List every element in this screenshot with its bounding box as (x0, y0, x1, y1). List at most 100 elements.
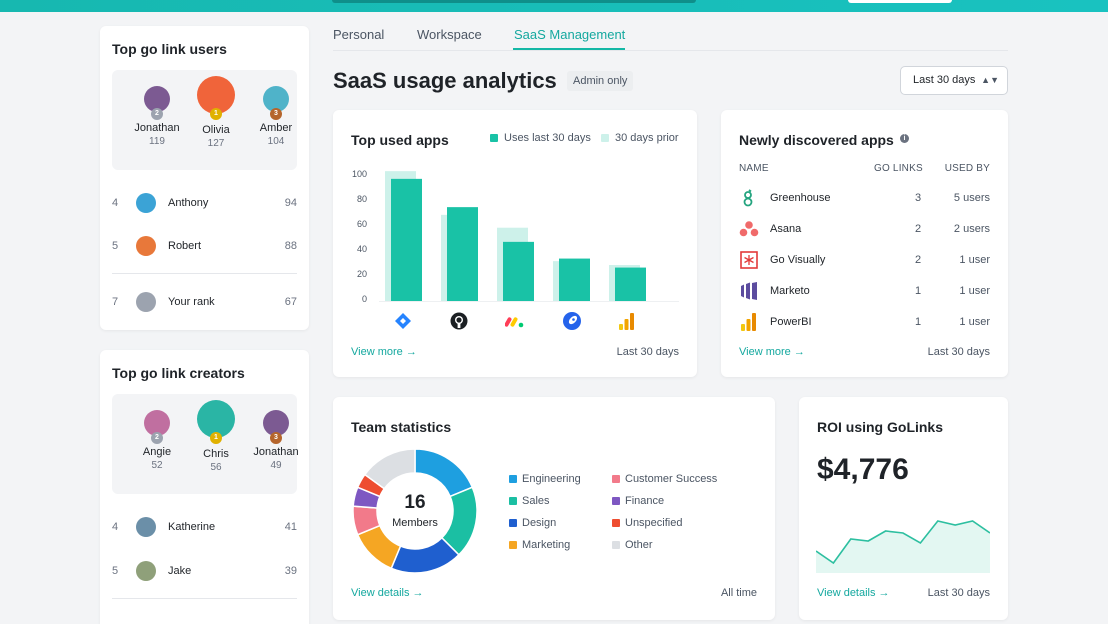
bar-current-github[interactable] (447, 207, 478, 301)
rank-number: 7 (112, 296, 119, 308)
list-item[interactable]: 4 Katherine 41 (112, 515, 297, 539)
podium-first[interactable]: 1 Olivia 127 (186, 76, 246, 149)
legend-swatch (612, 497, 620, 505)
powerbi-icon (619, 313, 634, 330)
list-item[interactable]: 5 Robert 88 (112, 234, 297, 258)
user-name: Your rank (168, 296, 215, 308)
period-label: Last 30 days (927, 587, 990, 599)
avatar (144, 410, 170, 436)
govisually-icon (740, 251, 758, 269)
card-title: Top used apps (351, 132, 449, 148)
podium-third[interactable]: 3 Jonathan 49 (246, 408, 306, 471)
rank-number: 4 (112, 197, 119, 209)
podium-name: Jonathan (134, 122, 180, 134)
view-more-link[interactable]: View more → (351, 346, 417, 358)
table-row[interactable]: Go Visually 2 1 user (721, 250, 1008, 272)
top-bar-search[interactable] (332, 0, 696, 3)
app-name: Greenhouse (770, 192, 831, 204)
team-donut-chart[interactable] (350, 446, 480, 576)
avatar (197, 400, 235, 438)
tab-personal[interactable]: Personal (333, 27, 385, 42)
period-select-value: Last 30 days (913, 74, 976, 86)
period-label: Last 30 days (927, 346, 990, 358)
table-row[interactable]: Greenhouse 3 5 users (721, 188, 1008, 210)
silver-medal-icon: 2 (151, 432, 163, 444)
bar-current-rocket[interactable] (559, 258, 590, 301)
go-links-count: 3 (915, 192, 922, 204)
period-label: Last 30 days (616, 346, 679, 358)
donut-segment-other[interactable] (363, 448, 416, 490)
go-links-count: 2 (915, 223, 922, 235)
bar-current-monday[interactable] (503, 241, 534, 301)
podium-second[interactable]: 2 Angie 52 (127, 408, 187, 471)
legend-label-prior: 30 days prior (615, 132, 679, 144)
legend-swatch (612, 541, 620, 549)
table-row[interactable]: Marketo 1 1 user (721, 281, 1008, 303)
period-select[interactable]: Last 30 days ▲▼ (900, 66, 1008, 95)
podium-second[interactable]: 2 Jonathan 119 (127, 84, 187, 147)
donut-center: 16 Members (375, 492, 455, 529)
legend-label: Sales (522, 495, 550, 507)
your-rank-row[interactable]: 7 Your rank 67 (112, 290, 297, 314)
members-label: Members (392, 517, 438, 529)
tabs-baseline (333, 50, 1008, 51)
podium-first[interactable]: 1 Chris 56 (186, 400, 246, 473)
users-podium: 2 Jonathan 119 1 Olivia 127 3 Amber 104 (112, 70, 297, 170)
donut-segment-engineering[interactable] (414, 448, 474, 498)
podium-count: 119 (149, 136, 165, 147)
table-row[interactable]: Asana 2 2 users (721, 219, 1008, 241)
legend-swatch (612, 475, 620, 483)
podium-count: 56 (210, 462, 222, 473)
user-count: 67 (284, 296, 297, 308)
top-bar-button[interactable] (848, 0, 952, 3)
tab-workspace[interactable]: Workspace (417, 27, 482, 42)
bar-current-jira[interactable] (391, 178, 422, 301)
period-label: All time (720, 587, 757, 599)
used-by: 1 user (959, 316, 990, 328)
bar-current-powerbi[interactable] (615, 267, 646, 301)
card-title: Newly discovered apps (739, 132, 894, 148)
legend-swatch-current (490, 134, 498, 142)
user-name: Robert (168, 240, 202, 252)
legend-label: Other (625, 539, 653, 551)
greenhouse-icon (743, 189, 753, 207)
view-more-link[interactable]: View more → (739, 346, 805, 358)
legend-label: Design (522, 517, 557, 529)
list-item[interactable]: 4 Anthony 94 (112, 191, 297, 215)
avatar (136, 292, 156, 312)
podium-name: Chris (203, 448, 229, 460)
podium-count: 127 (207, 138, 225, 149)
roi-value: $4,776 (817, 453, 909, 486)
used-by: 1 user (959, 285, 990, 297)
rocket-icon (563, 312, 581, 330)
table-row[interactable]: PowerBI 1 1 user (721, 312, 1008, 334)
gold-medal-icon: 1 (210, 108, 222, 120)
app-name: Go Visually (770, 254, 826, 266)
asana-icon (739, 221, 759, 237)
info-icon[interactable]: i (900, 134, 909, 143)
card-title: Team statistics (351, 419, 452, 435)
podium-third[interactable]: 3 Amber 104 (246, 84, 306, 147)
silver-medal-icon: 2 (151, 108, 163, 120)
rank-number: 4 (112, 521, 119, 533)
bronze-medal-icon: 3 (270, 432, 282, 444)
tab-saas-management[interactable]: SaaS Management (514, 27, 626, 42)
view-details-link[interactable]: View details → (351, 587, 424, 599)
view-details-link[interactable]: View details → (817, 587, 890, 599)
app-name: PowerBI (770, 316, 812, 328)
roi-card: ROI using GoLinks $4,776 View details → … (799, 397, 1008, 620)
user-count: 94 (284, 197, 297, 209)
list-item[interactable]: 5 Jake 39 (112, 559, 297, 583)
legend-swatch (509, 541, 517, 549)
legend-swatch (612, 519, 620, 527)
podium-name: Amber (259, 122, 293, 134)
y-tick-label: 40 (356, 244, 367, 255)
avatar (144, 86, 170, 112)
podium-count: 52 (151, 460, 163, 471)
roi-line (816, 520, 990, 565)
newly-discovered-apps-card: Newly discovered apps i NAME GO LINKS US… (721, 110, 1008, 377)
user-name: Katherine (168, 521, 216, 533)
card-title: Top go link creators (112, 365, 245, 381)
go-links-count: 2 (915, 254, 922, 266)
avatar (197, 76, 235, 114)
